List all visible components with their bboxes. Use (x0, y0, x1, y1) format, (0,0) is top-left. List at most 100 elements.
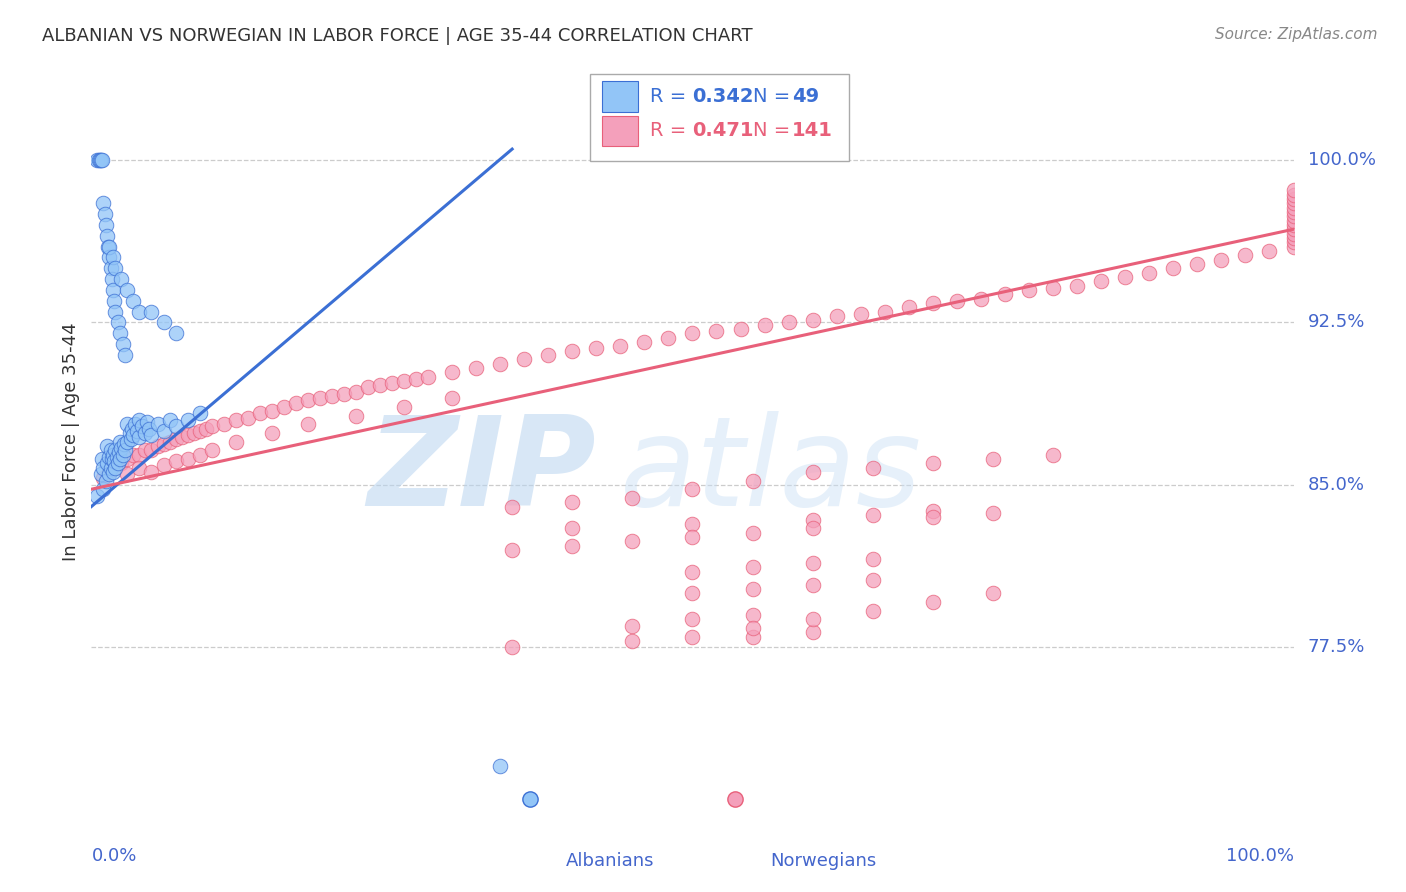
Point (1282, 235, 1305, 250)
Point (609, 339, 631, 353)
Point (152, 458, 174, 473)
Point (489, 759, 512, 773)
Point (110, 326, 132, 341)
Point (104, 443, 127, 458)
Point (825, 309, 848, 323)
Point (165, 454, 187, 468)
Point (122, 428, 145, 442)
Point (100, 261, 122, 276)
Point (117, 467, 139, 481)
Point (90, 467, 112, 481)
Point (344, 384, 367, 399)
Point (741, 525, 763, 540)
Text: R =: R = (651, 87, 693, 106)
Point (981, 451, 1004, 466)
Point (96, 439, 118, 453)
Point (201, 443, 224, 458)
Text: 0.471: 0.471 (692, 121, 754, 140)
Point (128, 413, 150, 427)
Point (98, 465, 121, 479)
Text: 77.5%: 77.5% (1308, 639, 1365, 657)
Text: Norwegians: Norwegians (770, 853, 877, 871)
Point (561, 343, 583, 358)
Point (1211, 252, 1233, 267)
Point (297, 393, 319, 408)
Point (114, 348, 136, 362)
Point (897, 300, 920, 314)
Point (922, 504, 945, 518)
Point (1282, 222, 1305, 236)
Point (1282, 196, 1305, 211)
Point (297, 417, 319, 432)
Point (1282, 205, 1305, 219)
Point (741, 630, 763, 644)
Point (117, 434, 139, 449)
Point (862, 508, 884, 523)
Point (405, 372, 427, 386)
Point (165, 433, 187, 447)
Point (706, 324, 728, 338)
Point (103, 293, 125, 308)
Point (1282, 213, 1305, 227)
Point (114, 443, 136, 458)
Point (801, 313, 824, 327)
Point (585, 342, 607, 356)
Point (194, 421, 217, 435)
Point (501, 542, 523, 557)
Point (333, 387, 356, 401)
Point (1282, 201, 1305, 215)
Point (561, 495, 583, 509)
Point (754, 318, 776, 332)
Point (621, 534, 644, 549)
Point (357, 380, 380, 394)
Point (1282, 231, 1305, 245)
Point (260, 404, 283, 418)
Point (344, 409, 367, 423)
Point (188, 448, 211, 462)
Point (128, 448, 150, 462)
Point (159, 434, 181, 449)
Text: Source: ZipAtlas.com: Source: ZipAtlas.com (1215, 27, 1378, 42)
Point (91, 451, 114, 466)
Point (128, 304, 150, 318)
Point (1114, 269, 1136, 284)
Point (152, 315, 174, 329)
FancyBboxPatch shape (602, 81, 638, 112)
Point (1282, 183, 1305, 197)
Point (122, 448, 145, 462)
Point (922, 456, 945, 470)
Point (86, 489, 108, 503)
Point (110, 434, 132, 449)
Point (862, 603, 884, 617)
Point (801, 625, 824, 640)
Point (633, 334, 655, 349)
Point (86, 153, 108, 167)
Point (91, 153, 114, 167)
Point (513, 352, 536, 367)
Point (392, 374, 415, 388)
Text: 92.5%: 92.5% (1308, 313, 1365, 332)
Point (93, 196, 115, 211)
Point (141, 443, 163, 458)
Point (98, 450, 121, 464)
Point (176, 428, 198, 442)
Point (994, 287, 1017, 301)
Point (1282, 209, 1305, 223)
FancyBboxPatch shape (591, 74, 849, 161)
Point (561, 521, 583, 535)
Point (1282, 227, 1305, 241)
Point (128, 460, 150, 475)
Point (121, 421, 143, 435)
Point (183, 425, 205, 440)
Point (922, 296, 945, 310)
Point (681, 326, 703, 341)
Point (152, 424, 174, 438)
Point (188, 406, 211, 420)
Point (94, 218, 117, 232)
Point (368, 378, 391, 392)
Point (93, 482, 115, 496)
Text: 0.342: 0.342 (692, 87, 754, 106)
Point (741, 621, 763, 635)
Point (117, 283, 139, 297)
Point (501, 640, 523, 655)
